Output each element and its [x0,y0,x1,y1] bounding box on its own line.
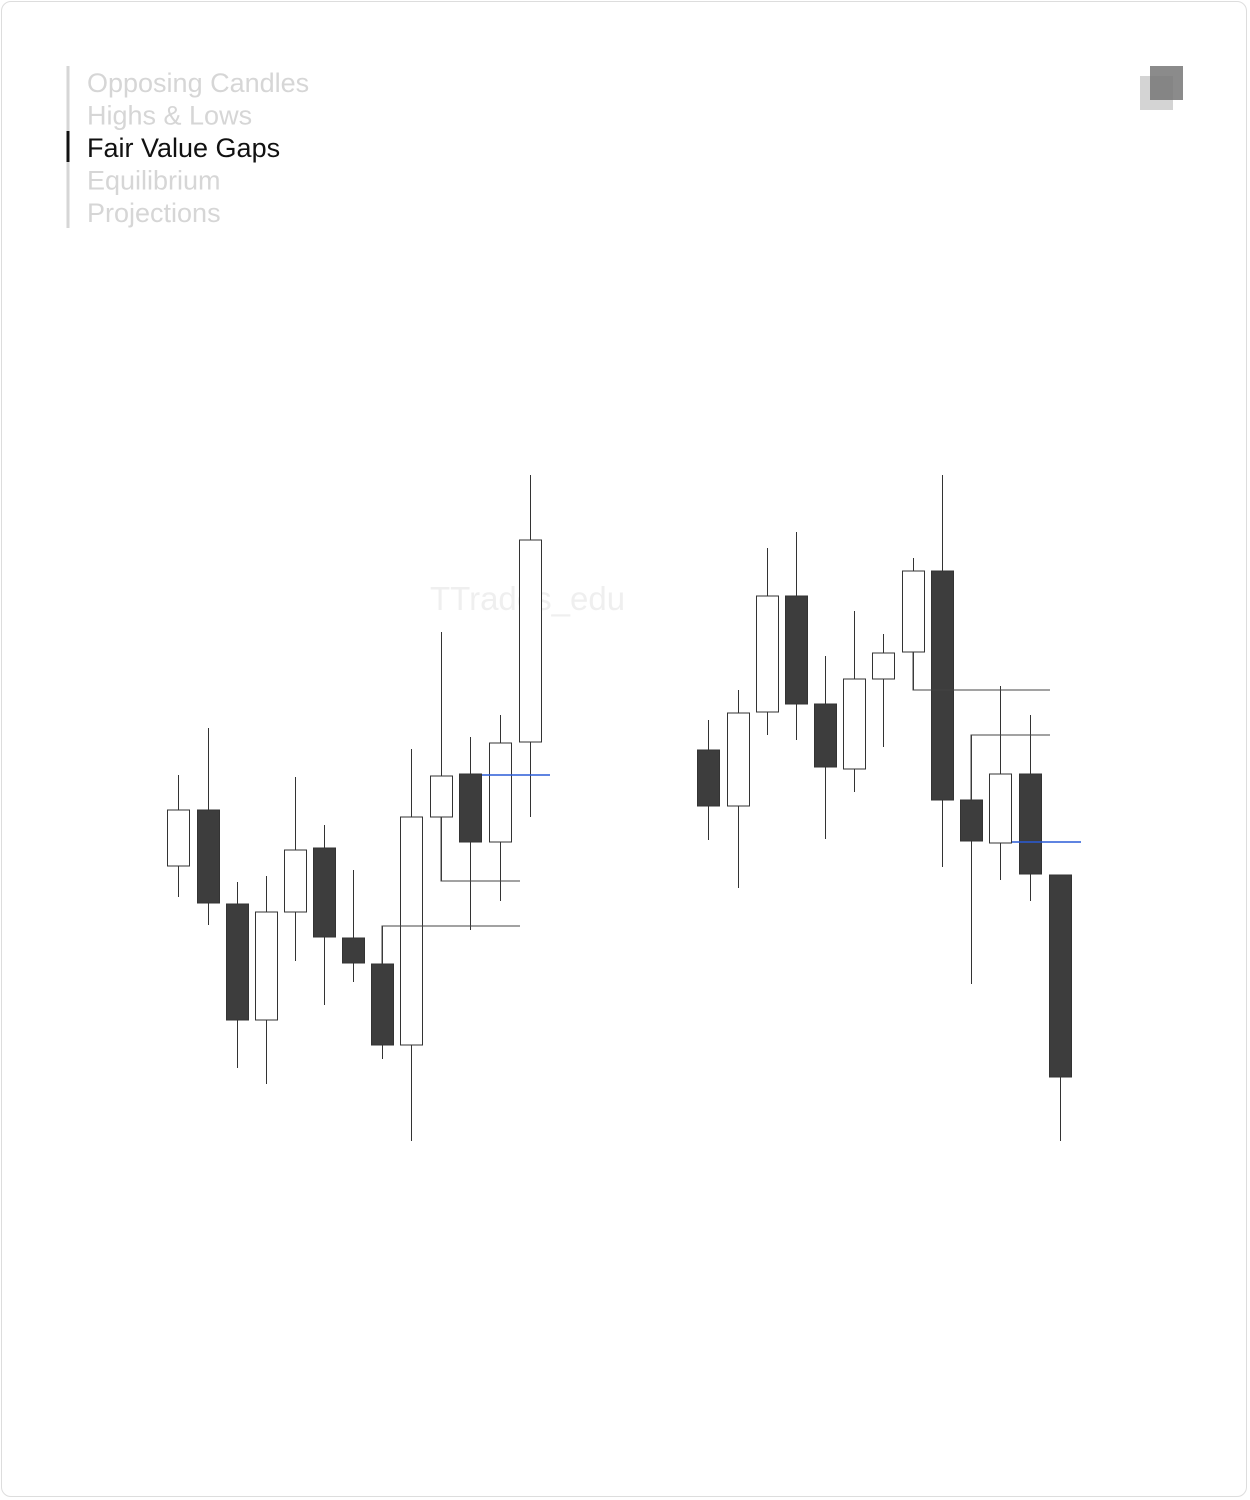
candle-body [697,749,720,807]
candle-body [727,712,750,807]
candle-body [197,809,220,904]
gap-level [970,734,1050,800]
candle-body [430,775,453,818]
candle-body [255,911,278,1021]
candle-body [814,703,837,768]
candle-body [756,595,779,713]
candle-body [872,652,895,680]
candles [167,475,1072,1141]
gap-level [381,925,520,964]
candle-body [519,539,542,743]
candle-body [342,937,365,964]
candle-body [931,570,954,801]
gap-level [912,652,1050,691]
menu-item[interactable]: Projections [87,198,221,228]
logo-front [1150,66,1183,100]
candle-body [489,742,512,843]
candle-body [459,773,482,843]
levels [381,652,1081,964]
gap-level [440,817,520,882]
candle-body [226,903,249,1021]
candle-body [960,799,983,842]
candle-body [284,849,307,913]
menu-item[interactable]: Highs & Lows [87,101,252,131]
candle-body [1049,874,1072,1078]
menu-item-active[interactable]: Fair Value Gaps [87,133,280,163]
candle-body [785,595,808,705]
candle-body [371,963,394,1046]
menu-item[interactable]: Opposing Candles [87,68,309,98]
candle-body [902,570,925,653]
candle-body [1019,773,1042,875]
candle-body [989,773,1012,844]
candle-body [843,678,866,770]
candle-body [167,809,190,867]
candle-body [400,816,423,1046]
menu-item[interactable]: Equilibrium [87,166,221,196]
candle-body [313,847,336,938]
